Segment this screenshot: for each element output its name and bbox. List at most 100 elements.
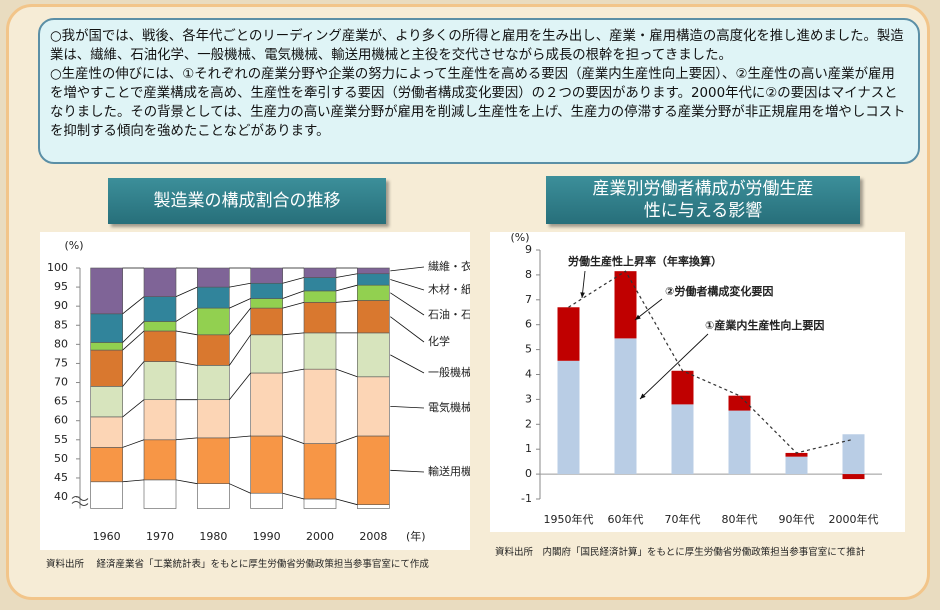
y-tick-label: 65 [54,395,68,408]
y-tick-label: 70 [54,376,68,389]
connector [229,372,251,400]
bar-segment [357,435,390,505]
bar-segment [303,368,337,444]
bar-segment [90,267,123,315]
y-tick-label: 95 [54,280,68,293]
y-axis-label: (%) [64,239,83,252]
bar-segment [357,267,390,275]
x-tick-label: 90年代 [779,512,815,526]
connector [175,361,198,366]
chart: 40 45 50 55 60 65 70 75 80 85 90 95 100 (%) (年) 1960 197… [40,232,470,550]
bar-segment [303,302,337,334]
connector [122,399,145,418]
bar-segment [303,498,337,509]
source-note: 資料出所 経済産業省「工業統計表」をもとに厚生労働省労働政策担当参事官室にて作成 [46,559,429,570]
y-tick-label: 7 [525,293,532,306]
annotation-arrow [634,298,663,321]
y-tick-label: 8 [525,268,532,281]
connector [282,368,305,374]
x-tick-label: 70年代 [665,512,701,526]
bar-segment [557,307,580,361]
bar-segment [250,282,283,299]
x-tick-label: 80年代 [722,512,758,526]
series-label: 繊維・衣服 [428,259,470,273]
bar-segment [250,298,283,309]
y-tick-label: 60 [54,414,68,427]
y-tick-label: 80 [54,337,68,350]
connector [282,290,305,299]
x-tick-label: 1980 [199,530,227,543]
y-tick-label: 40 [54,490,68,503]
x-tick-label: 2000年代 [829,512,879,526]
arrow-head [580,292,585,298]
bar-segment [614,271,637,339]
bar-segment [90,416,123,448]
y-tick-label: 55 [54,433,68,446]
connector [282,492,305,500]
bar-segment [143,439,177,481]
bar-segment [357,300,390,334]
y-tick-label: 90 [54,299,68,312]
connector [229,307,251,336]
summary-box: ○我が国では、戦後、各年代ごとのリーディング産業が、より多くの所得と雇用を生み出… [38,18,920,164]
x-tick-label: 1950年代 [544,512,594,526]
bar-segment [357,273,390,286]
connector [282,332,305,336]
bar-segment [357,504,390,509]
label-pointer [390,354,425,374]
connector [175,307,198,322]
connector [175,286,198,297]
arrow-head [635,314,641,320]
bar-segment [143,361,177,401]
axis-break [71,496,89,506]
bar-segment [557,360,580,475]
y-tick-label: 4 [525,368,532,381]
bar-segment [90,349,123,387]
annotation-arrow [639,333,709,400]
bar-segment [197,365,230,401]
bar-segment [143,330,177,362]
connector [335,435,358,444]
bar-segment [143,321,177,332]
bar-segment [842,434,865,475]
bar-segment [357,376,390,437]
paragraph: ○我が国では、戦後、各年代ごとのリーディング産業が、より多くの所得と雇用を生み出… [50,29,904,63]
label-pointer [390,279,425,291]
y-tick-label: 85 [54,318,68,331]
bar-segment [197,334,230,366]
y-tick-label: 45 [54,471,68,484]
bar-segment [143,479,177,509]
y-tick-label: 2 [525,417,532,430]
series-label: 電気機械 [428,400,470,414]
bar-segment [785,456,808,475]
bar-segment [357,332,390,378]
bar-segment [90,481,123,509]
chart: -1 0 1 2 3 4 5 6 7 8 9(%) 1950年代 60年代 70年代 80年代 90年代 200… [490,232,905,532]
bar-segment [303,443,337,500]
bar-segment [90,386,123,418]
x-tick-label: 2008 [359,530,387,543]
x-axis-label: (年) [406,529,426,543]
series-label: 輸送用機械 [428,464,470,478]
connector [122,330,145,351]
bar-segment [303,277,337,292]
bar-segment [90,447,123,483]
series-label: 一般機械 [428,365,470,379]
source-note: 資料出所 内閣府「国民経済計算」をもとに厚生労働省労働政策担当参事官室にて推計 [495,547,866,558]
bar-segment [250,492,283,509]
y-tick-label: 9 [525,243,532,256]
y-tick-label: 1 [525,442,532,455]
bar-segment [303,290,337,303]
series-label: ①産業内生産性向上要因 [705,318,824,332]
bar-segment [143,399,177,441]
bar-segment [357,284,390,301]
y-axis-label: (%) [510,232,529,244]
bar-segment [197,307,230,336]
bar-segment [728,395,751,411]
bar-segment [303,332,337,370]
bar-segment [197,483,230,509]
bar-segment [143,296,177,322]
connector [282,301,305,309]
y-tick-label: 6 [525,318,532,331]
